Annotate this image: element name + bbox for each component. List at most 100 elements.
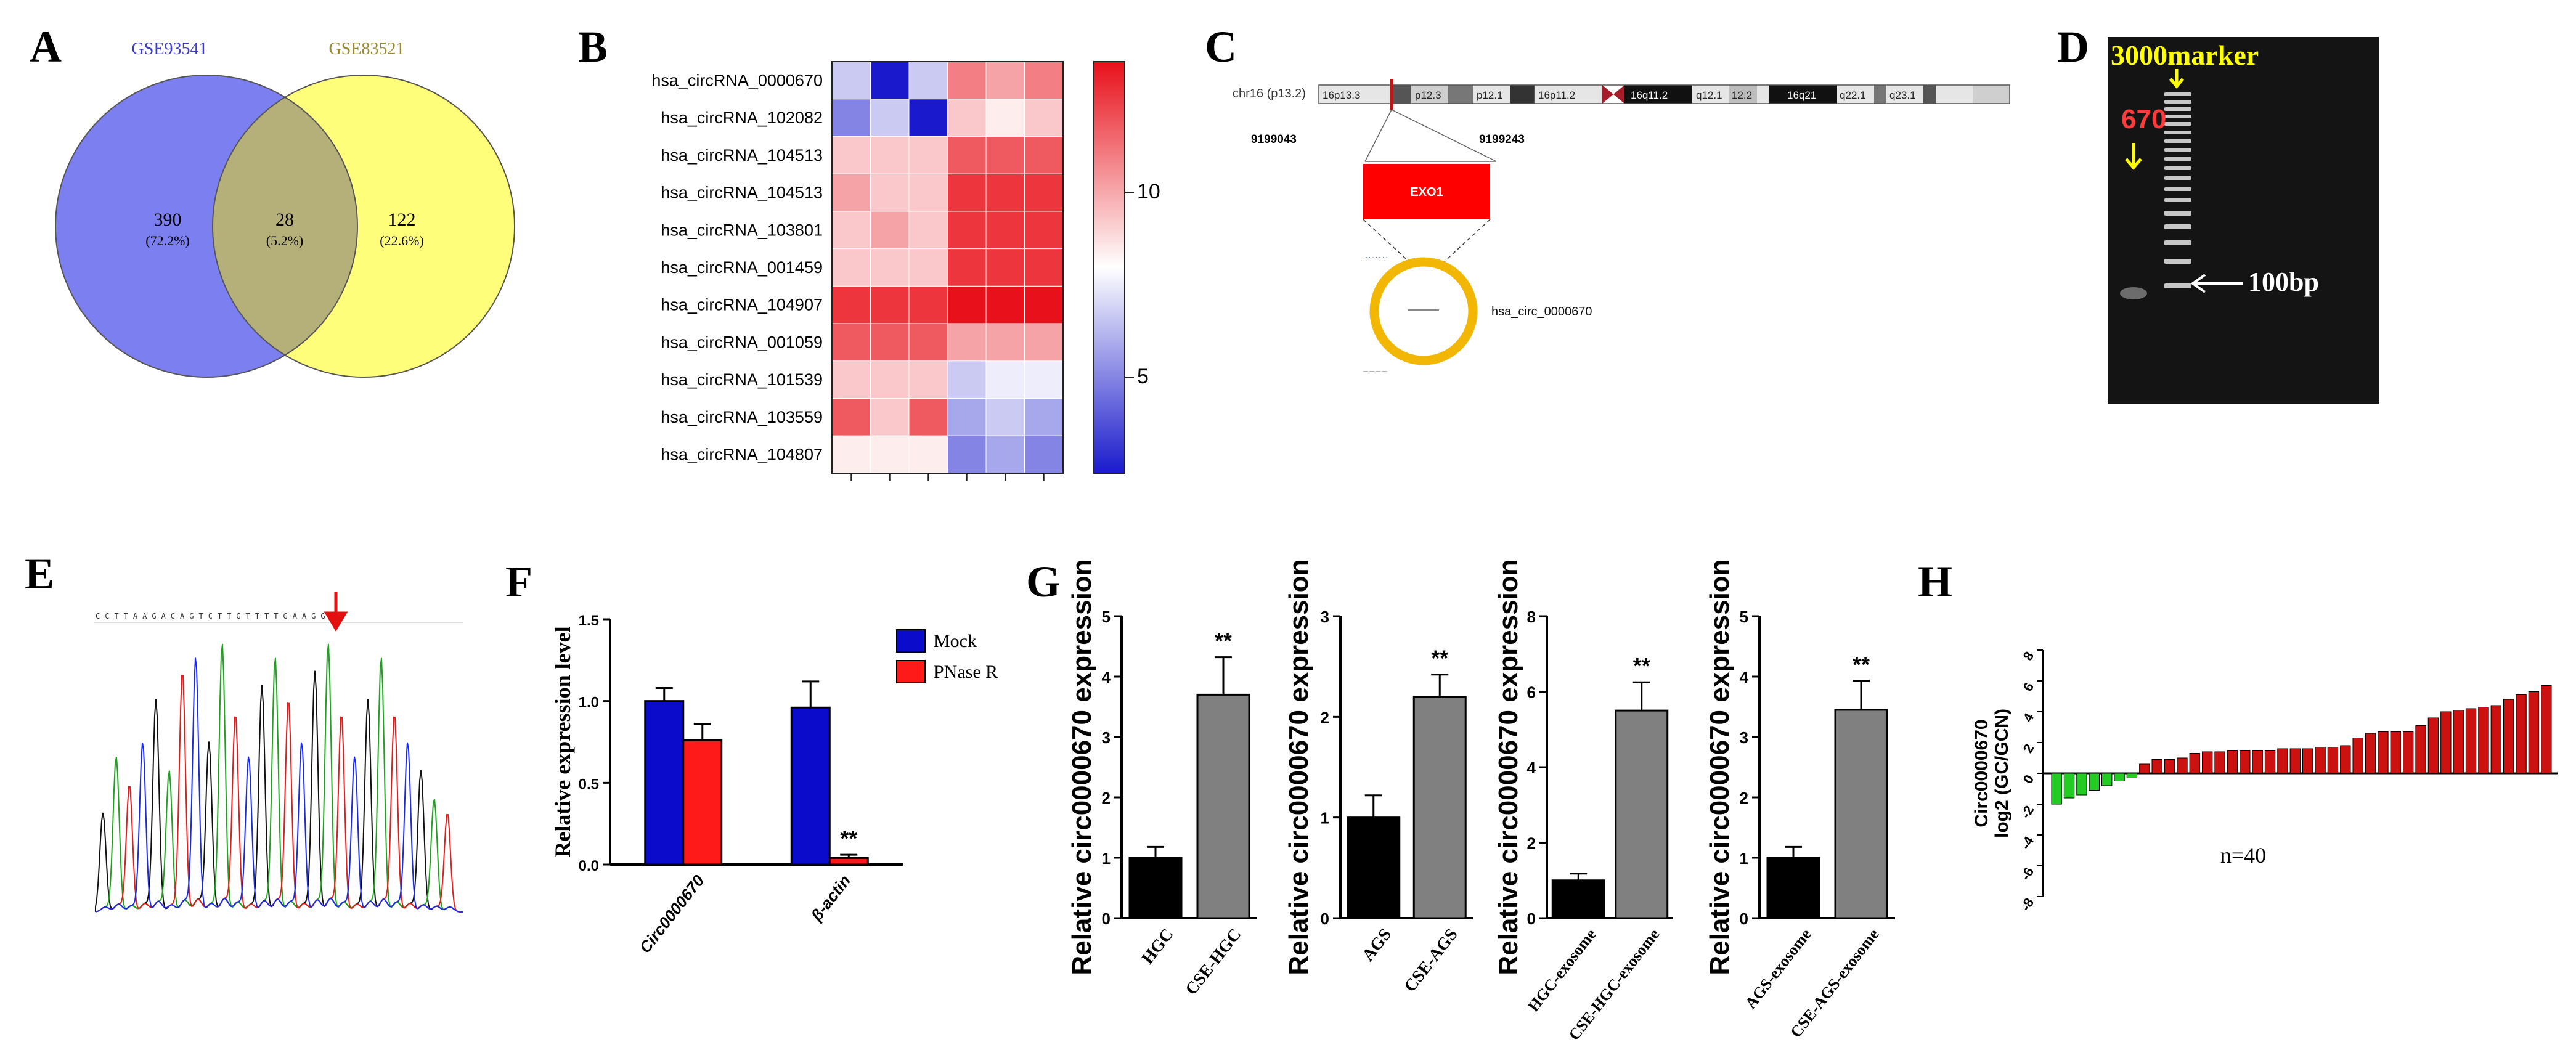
panel-label-b: B: [578, 22, 608, 71]
panel-a: A GSE93541 GSE83521 390 (72.2%) 28 (5.2%…: [30, 22, 515, 378]
waterfall-bar: [2214, 751, 2225, 774]
x-tick-label: CSE-AGS: [1401, 925, 1462, 996]
circ-label: hsa_circ_0000670: [1491, 305, 1592, 319]
chart-g1: 0 1 2 3 4 5 Relative circ0000670 expression HGC…: [1067, 559, 1257, 999]
colorbar-tick-5: 5: [1137, 365, 1149, 388]
heatmap-cell: [985, 211, 1025, 250]
ladder-band: [2164, 240, 2191, 245]
bar: [1766, 857, 1820, 919]
heatmap-cell: [1024, 360, 1064, 399]
band-label: 16p13.3: [1323, 89, 1360, 101]
significance-label: **: [840, 826, 857, 851]
trace-line: [95, 657, 463, 913]
ladder-band: [2164, 211, 2191, 216]
bar: [1834, 709, 1888, 919]
chart-g4: 0 1 2 3 4 5 Relative circ0000670 expression AGS…: [1705, 559, 1895, 1041]
y-tick-label: 3: [1102, 728, 1111, 747]
y-tick-label: 1.5: [579, 613, 599, 629]
waterfall-bar: [2063, 773, 2075, 799]
heatmap-cell: [947, 211, 987, 250]
x-tick-label: AGS: [1358, 925, 1395, 964]
heatmap-cell: [1024, 435, 1064, 474]
heatmap-cell: [908, 61, 948, 100]
heatmap-cell: [1024, 398, 1064, 436]
heatmap-cell: [870, 173, 910, 212]
heatmap-cell: [985, 136, 1025, 174]
heatmap-cell: [947, 99, 987, 137]
waterfall-bar: [2089, 773, 2100, 791]
y-tick-label: 1: [1321, 809, 1329, 828]
gel-product-band: [2120, 287, 2147, 299]
chart-g2: 0 1 2 3 Relative circ0000670 expression AGS **…: [1284, 559, 1473, 996]
y-tick-label: 2: [1527, 834, 1536, 853]
heatmap-cell: [908, 398, 948, 436]
y-tick-label: 2: [1740, 789, 1748, 807]
heatmap-cell: [985, 99, 1025, 137]
chrom-label: chr16 (p13.2): [1233, 87, 1306, 100]
heatmap-row-label: hsa_circRNA_104907: [661, 296, 823, 314]
band-size-label: 670: [2121, 104, 2166, 134]
y-axis-label-2: log2 (GC/GCN): [1992, 709, 2012, 838]
waterfall-bar: [2403, 731, 2414, 774]
heatmap-row-label: hsa_circRNA_102082: [661, 108, 823, 127]
band-label: p12.3: [1415, 89, 1441, 101]
waterfall-bar: [2415, 725, 2426, 774]
heatmap-row-label: hsa_circRNA_103559: [661, 408, 823, 426]
heatmap-cell: [1024, 136, 1064, 174]
waterfall-bar: [2302, 748, 2313, 774]
bar: [1412, 696, 1467, 919]
tiny-annotation: — — — —: [1363, 368, 1387, 374]
tiny-annotation: · · · · · · · ·: [1362, 254, 1387, 260]
venn-mid-count: 28: [275, 210, 294, 230]
heatmap-cell: [870, 323, 910, 362]
band-label: p12.1: [1477, 89, 1503, 101]
waterfall-bar: [2541, 685, 2552, 774]
heatmap-cell: [985, 323, 1025, 362]
heatmap-cell: [870, 398, 910, 436]
legend-swatch: [896, 629, 926, 653]
band-label: 16q11.2: [1631, 89, 1668, 101]
y-axis-label: Relative circ0000670 expression: [1067, 559, 1097, 975]
x-tick-label: AGS-exosome: [1742, 926, 1815, 1012]
heatmap-row-label: hsa_circRNA_0000670: [651, 71, 823, 89]
waterfall-bar: [2189, 753, 2200, 774]
junction-arrow-icon: [324, 592, 348, 632]
heatmap-row-label: hsa_circRNA_101539: [661, 370, 823, 389]
waterfall-bar: [2177, 757, 2188, 774]
heatmap-cell: [831, 173, 871, 212]
y-tick-label: 1: [1740, 849, 1748, 868]
y-axis-label: Relative circ0000670 expression: [1705, 559, 1735, 975]
panel-label-c: C: [1205, 22, 1237, 71]
band-label: q22.1: [1840, 89, 1866, 101]
heatmap-row-label: hsa_circRNA_104513: [661, 184, 823, 202]
y-axis-label: Circ0000670: [1971, 719, 1992, 827]
y-tick-label: -2: [2018, 803, 2037, 821]
heatmap-cells: [831, 61, 1064, 474]
band-label: q12.1: [1696, 89, 1722, 101]
gene-label: EXO1: [1410, 185, 1443, 199]
panel-label-f: F: [505, 557, 532, 606]
sequence-text: CCTTAAGACAGTCTTGTTTTGAAGGGA: [96, 612, 349, 621]
heatmap-cell: [947, 398, 987, 436]
y-tick-label: 2: [2020, 741, 2037, 755]
heatmap-cell: [908, 211, 948, 250]
heatmap-cell: [831, 285, 871, 324]
y-tick-label: 5: [1740, 608, 1748, 626]
heatmap-cell: [831, 435, 871, 474]
heatmap-cell: [870, 99, 910, 137]
ladder-band: [2164, 176, 2191, 180]
heatmap-row-label: hsa_circRNA_104513: [661, 146, 823, 165]
waterfall-bar: [2101, 773, 2113, 786]
y-tick-label: 0: [2020, 772, 2037, 786]
band-label: 16p11.2: [1538, 89, 1575, 101]
heatmap-cell: [1024, 248, 1064, 287]
waterfall-bar: [2252, 750, 2263, 774]
heatmap-cell: [985, 173, 1025, 212]
y-tick-label: -8: [2018, 895, 2037, 913]
heatmap-cell: [985, 285, 1025, 324]
ladder-band: [2164, 131, 2191, 134]
heatmap-cell: [870, 248, 910, 287]
waterfall-bar: [2164, 759, 2175, 774]
x-tick-label: β-actin: [807, 871, 854, 925]
